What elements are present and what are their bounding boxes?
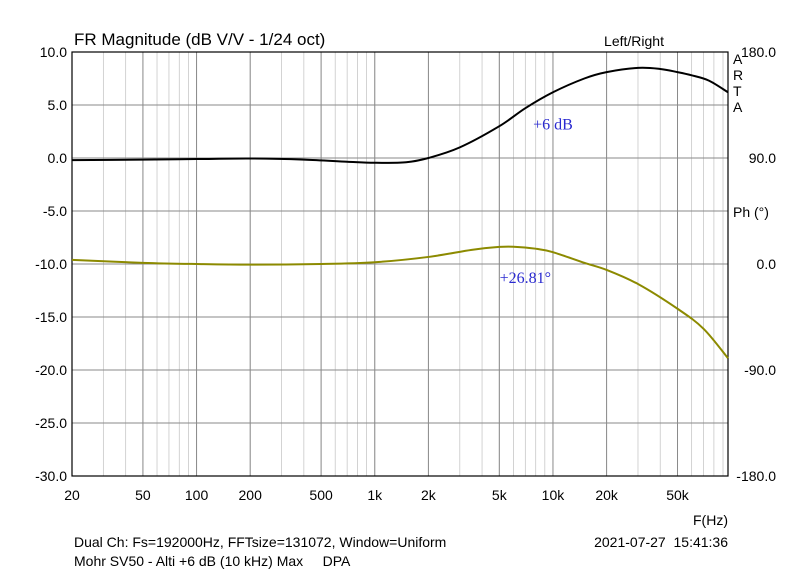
- y2-tick-label: 180.0: [741, 44, 776, 60]
- data-annotation: +6 dB: [533, 116, 573, 133]
- series-layer: [71, 66, 729, 359]
- y2-tick-label: -180.0: [736, 468, 776, 484]
- chart-title: FR Magnitude (dB V/V - 1/24 oct): [74, 30, 325, 49]
- footer-timestamp: 2021-07-27 15:41:36: [594, 534, 728, 550]
- x-axis-label: F(Hz): [693, 512, 728, 528]
- data-annotation: +26.81°: [500, 270, 551, 287]
- y-tick-label: 5.0: [48, 97, 68, 113]
- magnitude-series-line: [71, 66, 729, 164]
- y-tick-label: 0.0: [48, 150, 68, 166]
- y-tick-label: -30.0: [35, 468, 67, 484]
- x-tick-label: 20: [64, 487, 80, 503]
- x-tick-label: 50: [135, 487, 151, 503]
- x-tick-label: 500: [309, 487, 333, 503]
- x-tick-label: 100: [185, 487, 209, 503]
- y-tick-label: -5.0: [43, 203, 67, 219]
- y-tick-label: -10.0: [35, 256, 67, 272]
- x-tick-label: 1k: [367, 487, 383, 503]
- y-tick-label: -25.0: [35, 415, 67, 431]
- x-tick-label: 5k: [492, 487, 508, 503]
- footer-measurement-info: Dual Ch: Fs=192000Hz, FFTsize=131072, Wi…: [74, 534, 446, 550]
- x-tick-label: 20k: [595, 487, 619, 503]
- y2-tick-label: 0.0: [757, 256, 777, 272]
- y-tick-label: 10.0: [40, 44, 67, 60]
- x-tick-labels: 20 50 100 200 500 1k 2k 5k 10k 20k 50k: [64, 487, 690, 503]
- phase-axis-label: Ph (°): [733, 204, 769, 220]
- annotations: +6 dB +26.81°: [500, 116, 573, 286]
- brand-letter: R: [733, 67, 743, 83]
- y2-tick-labels: 180.0 90.0 0.0 -90.0 -180.0: [736, 44, 776, 484]
- y2-tick-label: -90.0: [744, 362, 776, 378]
- y2-tick-label: 90.0: [749, 150, 776, 166]
- x-tick-label: 2k: [421, 487, 437, 503]
- plot-frame: [71, 51, 729, 477]
- legend-label: Left/Right: [604, 33, 664, 49]
- footer-device-info: Mohr SV50 - Alti +6 dB (10 kHz) Max DPA: [74, 553, 351, 569]
- y-tick-labels: 10.0 5.0 0.0 -5.0 -10.0 -15.0 -20.0 -25.0 -30.0: [35, 44, 67, 484]
- brand-letter: T: [733, 83, 742, 99]
- brand-letter: A: [733, 51, 743, 67]
- brand-letter: A: [733, 99, 743, 115]
- y-tick-label: -15.0: [35, 309, 67, 325]
- x-tick-label: 10k: [542, 487, 566, 503]
- x-tick-label: 200: [239, 487, 263, 503]
- x-tick-label: 50k: [666, 487, 690, 503]
- y-tick-label: -20.0: [35, 362, 67, 378]
- phase-series-line: [71, 245, 729, 359]
